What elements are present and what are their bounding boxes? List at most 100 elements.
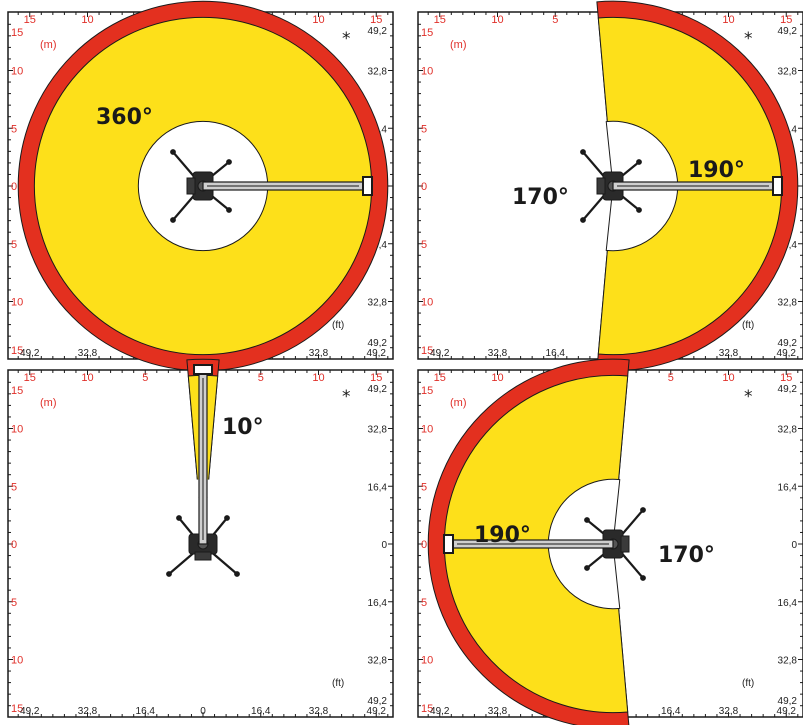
metric-y-label: 15 — [11, 703, 23, 715]
imperial-x-label: 49,2 — [20, 348, 40, 359]
working-area-diagram: 151050510151510505101549,232,816,4016,43… — [7, 358, 394, 718]
working-area-diagram: 151050510151510505101549,232,816,4016,43… — [417, 358, 803, 725]
imperial-x-label: 49,2 — [430, 348, 450, 359]
panel-narrow-forward: 151050510151510505101549,232,816,4016,43… — [7, 358, 394, 718]
asterisk-marker: * — [342, 29, 351, 49]
metric-y-label: 10 — [11, 66, 23, 78]
imperial-y-label: 32,8 — [778, 656, 798, 667]
metric-y-label: 10 — [11, 655, 23, 667]
metric-x-label: 10 — [722, 14, 734, 26]
metric-x-label: 10 — [722, 372, 734, 384]
imperial-x-label: 16,4 — [661, 706, 681, 717]
metric-x-label: 10 — [312, 372, 324, 384]
metric-y-label: 5 — [11, 239, 17, 251]
angle-label-170: 170° — [658, 543, 715, 568]
metric-x-label: 5 — [668, 372, 674, 384]
metric-y-label: 5 — [11, 123, 17, 135]
imperial-y-label: 49,2 — [368, 384, 388, 395]
metric-x-label: 5 — [258, 372, 264, 384]
metric-x-label: 15 — [780, 14, 792, 26]
metric-y-label: 10 — [421, 297, 433, 309]
imperial-unit-label: (ft) — [332, 678, 344, 689]
metric-y-label: 5 — [11, 481, 17, 493]
metric-y-label: 0 — [421, 181, 427, 193]
imperial-x-label: 49,2 — [777, 706, 797, 717]
metric-x-label: 15 — [370, 14, 382, 26]
imperial-x-label: 49,2 — [20, 706, 40, 717]
metric-y-label: 10 — [421, 66, 433, 78]
metric-y-label: 15 — [421, 703, 433, 715]
imperial-x-label: 32,8 — [78, 348, 98, 359]
panel-full-rotation: 151050510151510505101549,232,816,4016,43… — [7, 0, 394, 372]
imperial-y-label: 49,2 — [368, 696, 388, 707]
imperial-y-label: 49,2 — [778, 26, 798, 37]
asterisk-marker: * — [744, 29, 753, 49]
angle-label-170: 170° — [512, 185, 569, 210]
working-area-diagram: 151050510151510505101549,232,816,4016,43… — [417, 0, 803, 372]
metric-x-label: 15 — [780, 372, 792, 384]
lift-machine-icon — [443, 507, 646, 581]
metric-y-label: 10 — [421, 655, 433, 667]
metric-x-label: 10 — [491, 14, 503, 26]
imperial-y-label: 32,8 — [368, 67, 388, 78]
metric-y-label: 0 — [11, 539, 17, 551]
metric-y-label: 0 — [11, 181, 17, 193]
metric-x-label: 15 — [434, 14, 446, 26]
lift-machine-icon — [580, 149, 783, 223]
metric-y-label: 10 — [11, 424, 23, 436]
imperial-y-label: 49,2 — [778, 338, 798, 349]
asterisk-marker: * — [342, 387, 351, 407]
metric-x-label: 10 — [81, 372, 93, 384]
imperial-x-label: 16,4 — [136, 706, 156, 717]
metric-x-label: 10 — [491, 372, 503, 384]
metric-x-label: 10 — [81, 14, 93, 26]
imperial-x-label: 16,4 — [546, 348, 566, 359]
imperial-unit-label: (ft) — [742, 320, 754, 331]
imperial-y-label: 49,2 — [368, 338, 388, 349]
metric-y-label: 5 — [11, 597, 17, 609]
metric-unit-label: (m) — [450, 39, 467, 51]
imperial-y-label: 49,2 — [778, 696, 798, 707]
panel-left-half: 151050510151510505101549,232,816,4016,43… — [417, 358, 803, 725]
imperial-y-label: 49,2 — [778, 384, 798, 395]
metric-x-label: 15 — [24, 14, 36, 26]
imperial-x-label: 32,8 — [719, 348, 739, 359]
imperial-x-label: 32,8 — [488, 706, 508, 717]
imperial-x-label: 49,2 — [367, 348, 387, 359]
metric-y-label: 5 — [421, 239, 427, 251]
imperial-x-label: 32,8 — [488, 348, 508, 359]
imperial-y-label: 49,2 — [368, 26, 388, 37]
metric-unit-label: (m) — [40, 397, 57, 409]
imperial-y-label: 16,4 — [778, 598, 798, 609]
imperial-y-label: 32,8 — [778, 298, 798, 309]
metric-y-label: 0 — [421, 539, 427, 551]
imperial-unit-label: (ft) — [742, 678, 754, 689]
imperial-x-label: 49,2 — [430, 706, 450, 717]
panel-right-half: 151050510151510505101549,232,816,4016,43… — [417, 0, 803, 372]
imperial-y-label: 16,4 — [368, 482, 388, 493]
imperial-y-label: 32,8 — [778, 425, 798, 436]
metric-y-label: 15 — [11, 27, 23, 39]
metric-y-label: 15 — [421, 385, 433, 397]
metric-y-label: 5 — [421, 123, 427, 135]
imperial-x-label: 32,8 — [309, 706, 329, 717]
metric-x-label: 15 — [24, 372, 36, 384]
imperial-x-label: 32,8 — [719, 706, 739, 717]
metric-y-label: 15 — [421, 345, 433, 357]
imperial-y-label: 32,8 — [368, 656, 388, 667]
metric-x-label: 5 — [142, 372, 148, 384]
working-area-diagram: 151050510151510505101549,232,816,4016,43… — [7, 0, 394, 372]
asterisk-marker: * — [744, 387, 753, 407]
metric-x-label: 10 — [312, 14, 324, 26]
metric-y-label: 15 — [11, 345, 23, 357]
metric-x-label: 5 — [552, 14, 558, 26]
imperial-x-label: 49,2 — [367, 706, 387, 717]
imperial-y-label: 0 — [791, 540, 797, 551]
imperial-y-label: 32,8 — [368, 425, 388, 436]
angle-label-360: 360° — [96, 105, 153, 130]
metric-x-label: 15 — [434, 372, 446, 384]
metric-y-label: 15 — [11, 385, 23, 397]
metric-y-label: 10 — [11, 297, 23, 309]
metric-unit-label: (m) — [450, 397, 467, 409]
